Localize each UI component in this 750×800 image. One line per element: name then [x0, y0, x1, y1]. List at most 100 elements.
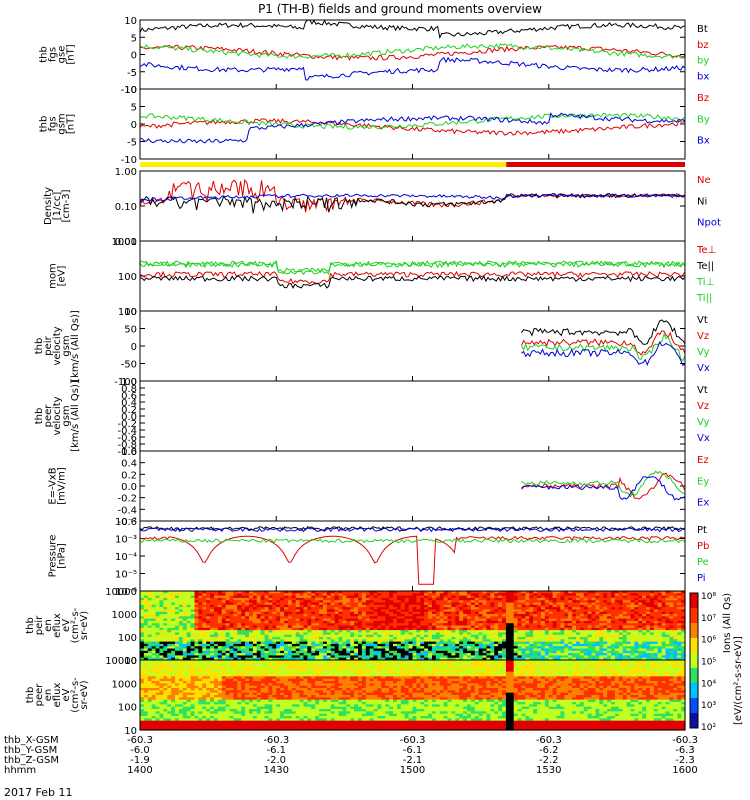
spectrogram-cell	[311, 609, 316, 613]
spectrogram-cell	[233, 657, 238, 661]
spectrogram-cell	[361, 630, 367, 633]
spectrogram-cell	[252, 593, 258, 597]
spectrogram-cell	[202, 646, 207, 650]
spectrogram-cell	[385, 643, 390, 647]
spectrogram-cell	[420, 627, 425, 631]
spectrogram-cell	[171, 699, 176, 703]
spectrogram-cell	[587, 623, 593, 627]
spectrogram-cell	[470, 595, 476, 599]
spectrogram-cell	[552, 637, 558, 640]
spectrogram-cell	[237, 634, 242, 638]
spectrogram-cell	[252, 655, 258, 659]
spectrogram-cell	[389, 650, 394, 654]
spectrogram-cell	[435, 607, 441, 610]
spectrogram-cell	[147, 727, 153, 731]
spectrogram-cell	[389, 648, 394, 652]
spectrogram-cell	[431, 600, 437, 604]
spectrogram-cell	[400, 639, 406, 643]
spectrogram-cell	[241, 623, 246, 627]
spectrogram-cell	[548, 630, 554, 633]
spectrogram-cell	[140, 685, 145, 689]
spectrogram-cell	[622, 623, 628, 627]
spectrogram-cell	[517, 623, 523, 627]
spectrogram-cell	[579, 607, 585, 610]
spectrogram-cell	[498, 641, 503, 645]
spectrogram-cell	[396, 655, 402, 659]
spectrogram-cell	[424, 591, 429, 594]
spectrogram-cell	[583, 614, 589, 617]
spectrogram-cell	[673, 614, 678, 617]
spectrogram-cell	[373, 600, 379, 604]
spectrogram-cell	[229, 607, 235, 610]
spectrogram-cell	[159, 602, 164, 606]
spectrogram-cell	[147, 664, 153, 668]
spectrogram-cell	[322, 646, 328, 650]
spectrogram-cell	[681, 648, 686, 652]
spectrogram-cell	[455, 607, 460, 610]
spectrogram-cell	[474, 597, 480, 601]
spectrogram-cell	[587, 625, 593, 629]
spectrogram-cell	[634, 623, 639, 627]
spectrogram-cell	[431, 646, 437, 650]
spectrogram-cell	[280, 611, 285, 615]
spectrogram-cell	[474, 632, 480, 636]
spectrogram-cell	[291, 641, 297, 645]
spectrogram-cell	[346, 657, 351, 661]
spectrogram-cell	[334, 650, 340, 654]
spectrogram-cell	[595, 646, 600, 650]
spectrogram-cell	[494, 602, 499, 606]
spectrogram-cell	[381, 616, 386, 620]
spectrogram-cell	[494, 614, 499, 617]
panel-temp-frame	[139, 240, 686, 312]
spectrogram-cell	[591, 627, 597, 631]
spectrogram-cell	[291, 597, 297, 601]
spectrogram-cell	[587, 597, 593, 601]
spectrogram-cell	[661, 646, 667, 650]
spectrogram-cell	[404, 597, 410, 601]
spectrogram-cell	[587, 600, 593, 604]
spectrogram-cell	[630, 593, 635, 597]
spectrogram-cell	[529, 655, 534, 659]
spectrogram-cell	[217, 657, 223, 661]
spectrogram-cell	[560, 611, 565, 615]
ylabel-line: gsm	[57, 113, 68, 134]
spectrogram-cell	[295, 630, 301, 633]
spectrogram-cell	[326, 611, 332, 615]
spectrogram-cell	[665, 655, 671, 659]
spectrogram-cell	[451, 653, 456, 656]
spectrogram-cell	[587, 627, 593, 631]
spectrogram-cell	[540, 604, 546, 608]
spectrogram-cell	[478, 591, 484, 594]
spectrogram-cell	[486, 641, 491, 645]
spectrogram-cell	[221, 604, 227, 608]
spectrogram-cell	[408, 655, 414, 659]
spectrogram-cell	[459, 655, 464, 659]
spectrogram-cell	[319, 655, 324, 659]
spectrogram-cell	[190, 711, 196, 715]
spectrogram-cell	[233, 607, 238, 610]
spectrogram-cell	[459, 650, 464, 654]
spectrogram-cell	[548, 637, 554, 640]
spectrogram-cell	[552, 609, 558, 613]
spectrogram-cell	[159, 616, 164, 620]
spectrogram-cell	[649, 618, 655, 622]
spectrogram-cell	[287, 604, 293, 608]
spectrogram-cell	[424, 618, 429, 622]
spectrogram-cell	[400, 597, 406, 601]
spectrogram-cell	[202, 632, 207, 636]
spectrogram-cell	[175, 688, 180, 691]
spectrogram-cell	[163, 614, 168, 617]
spectrogram-cell	[319, 641, 324, 645]
spectrogram-cell	[190, 630, 196, 633]
spectrogram-cell	[533, 653, 538, 656]
spectrogram-cell	[673, 648, 678, 652]
spectrogram-cell	[564, 618, 569, 622]
spectrogram-cell	[490, 655, 495, 659]
spectrogram-cell	[595, 643, 600, 647]
spectrogram-cell	[498, 600, 503, 604]
spectrogram-cell	[319, 597, 324, 601]
spectrogram-cell	[369, 611, 375, 615]
spectrogram-cell	[311, 623, 316, 627]
spectrogram-cell	[677, 620, 682, 624]
spectrogram-cell	[509, 611, 515, 615]
